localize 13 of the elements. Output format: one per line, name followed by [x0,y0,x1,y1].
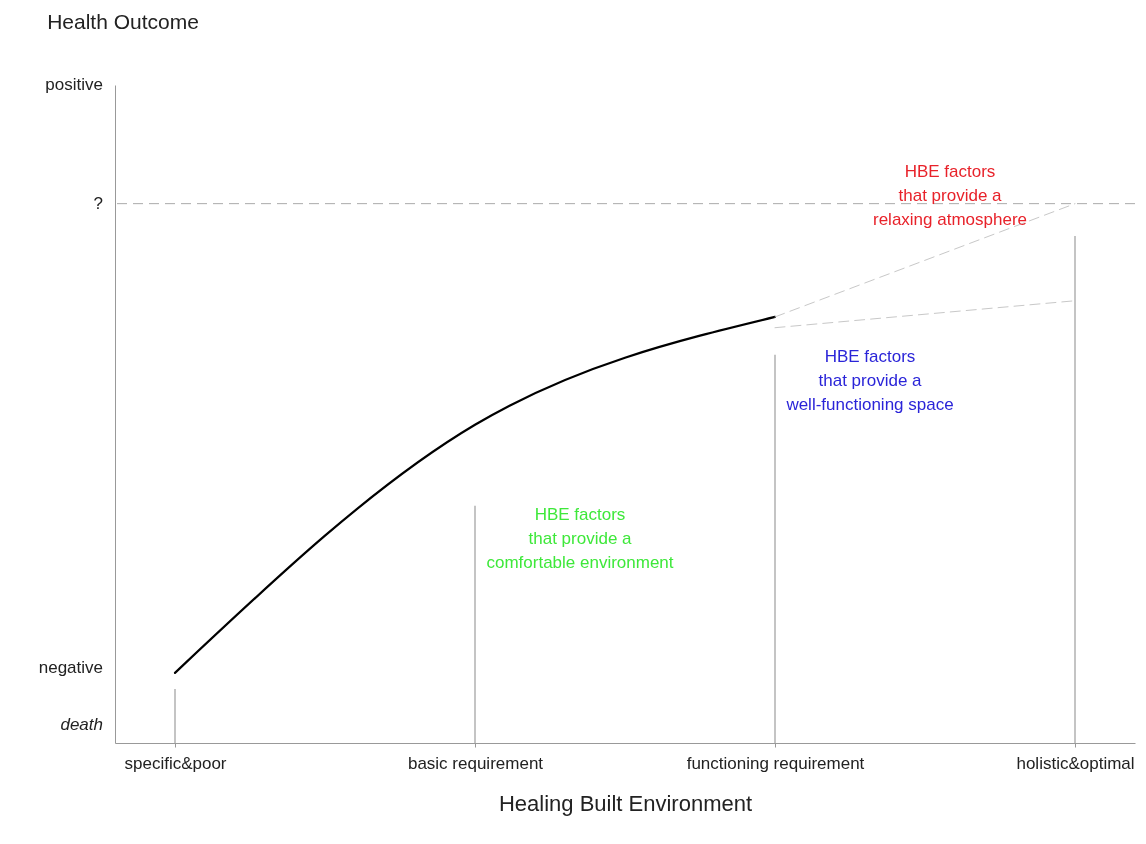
ref-line-label: ? [93,193,103,213]
annotation: HBE factors that provide a well-functioning space [785,347,954,414]
x-axis-title: Healing Built Environment [498,790,753,816]
text: Health Outcome [47,10,199,33]
x-tick-label: functioning requirement [686,753,865,773]
x-tick-label: specific&poor [124,753,227,773]
x-tick-label: holistic&optimal [1016,753,1135,773]
x-tick-label: basic requirement [407,753,544,773]
annotation: HBE factors that provide a comfortable environment [486,505,674,572]
text: death [60,715,103,734]
text: positive [45,75,103,94]
text: negative [38,658,103,677]
annotation: HBE factors that provide a relaxing atmosphere [872,162,1028,229]
